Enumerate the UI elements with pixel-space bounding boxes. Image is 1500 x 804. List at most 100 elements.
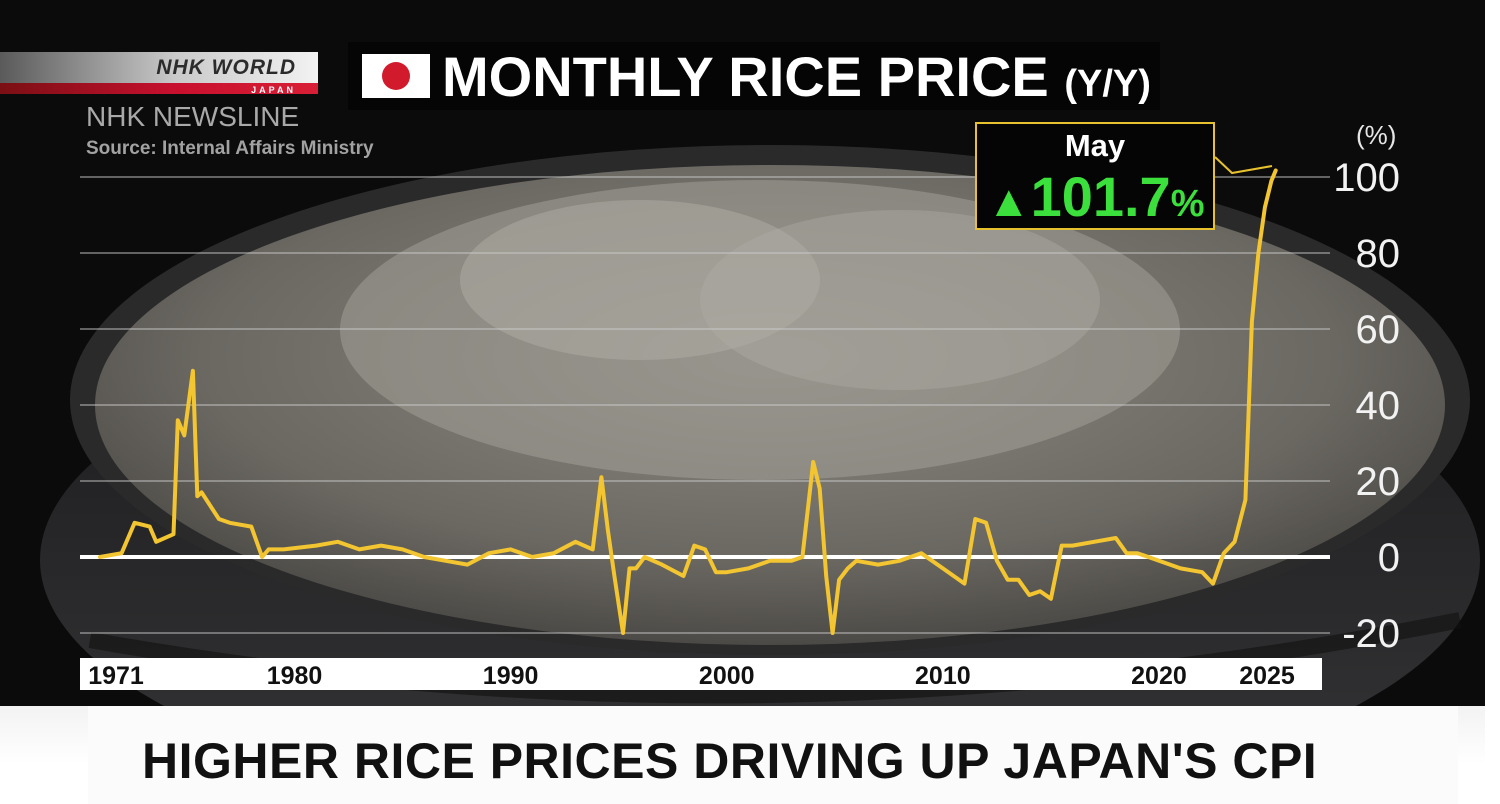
data-point <box>260 555 264 559</box>
data-point <box>509 547 513 551</box>
data-point <box>800 555 804 559</box>
y-axis-ticks: 100 80 60 40 20 0 -20 <box>1333 156 1400 656</box>
data-point <box>790 559 794 563</box>
y-tick-label: -20 <box>1342 612 1400 656</box>
data-point <box>692 544 696 548</box>
data-point <box>148 525 152 529</box>
data-point <box>898 559 902 563</box>
data-point <box>200 490 204 494</box>
data-point <box>811 460 815 464</box>
data-point <box>1157 559 1161 563</box>
chart-title-suffix: (Y/Y) <box>1064 63 1151 105</box>
data-point <box>714 570 718 574</box>
chart-canvas: 100 80 60 40 20 0 -20 1971 1980 1990 2000 2010 2020… <box>40 145 1480 706</box>
data-point <box>1125 551 1129 555</box>
chart-gridlines <box>80 176 1330 634</box>
data-point <box>228 521 232 525</box>
data-point <box>314 544 318 548</box>
y-tick-label: 80 <box>1356 232 1401 276</box>
data-point <box>606 528 610 532</box>
x-tick-label: 1971 <box>88 662 144 690</box>
data-point <box>831 631 835 635</box>
program-name: NHK NEWSLINE <box>86 101 300 132</box>
data-point <box>133 521 137 525</box>
y-tick-label: 100 <box>1333 156 1400 200</box>
data-point <box>1071 544 1075 548</box>
data-point <box>1263 205 1267 209</box>
data-point <box>1114 536 1118 540</box>
data-point <box>1222 551 1226 555</box>
data-point <box>1135 551 1139 555</box>
data-point <box>599 475 603 479</box>
data-point <box>282 547 286 551</box>
data-point <box>941 566 945 570</box>
data-point <box>552 551 556 555</box>
data-point <box>682 574 686 578</box>
headline-banner: HIGHER RICE PRICES DRIVING UP JAPAN'S CP… <box>0 706 1485 804</box>
data-point <box>1200 570 1204 574</box>
data-point <box>768 559 772 563</box>
data-point <box>191 369 195 373</box>
data-point <box>1027 593 1031 597</box>
data-point <box>530 555 534 559</box>
data-point <box>1092 540 1096 544</box>
data-point <box>195 494 199 498</box>
japan-flag-icon <box>362 54 430 98</box>
data-point <box>703 547 707 551</box>
rice-bowl-background <box>40 145 1480 706</box>
data-point <box>401 547 405 551</box>
data-point <box>573 540 577 544</box>
data-point <box>1049 597 1053 601</box>
data-point <box>824 574 828 578</box>
source-note: Source: Internal Affairs Ministry <box>86 138 374 159</box>
data-point <box>487 551 491 555</box>
data-point <box>1250 319 1254 323</box>
data-point <box>1006 578 1010 582</box>
data-point <box>854 559 858 563</box>
data-point <box>444 559 448 563</box>
x-axis-ticks: 1971 1980 1990 2000 2010 2020 2025 <box>88 662 1295 690</box>
rice-price-points <box>98 169 1278 635</box>
data-point <box>627 566 631 570</box>
rice-price-line <box>98 168 1278 635</box>
chart-title-bar: MONTHLY RICE PRICE (Y/Y) <box>348 42 1160 110</box>
data-point <box>634 566 638 570</box>
x-tick-label: 2020 <box>1131 662 1187 690</box>
data-point <box>1211 582 1215 586</box>
data-point <box>973 517 977 521</box>
x-tick-label: 2025 <box>1239 662 1295 690</box>
nhk-world-logo: NHK WORLD JAPAN <box>0 52 318 95</box>
x-axis-strip <box>80 658 1322 690</box>
headline-text: HIGHER RICE PRICES DRIVING UP JAPAN'S CP… <box>142 733 1318 789</box>
data-point <box>1243 498 1247 502</box>
x-tick-label: 1980 <box>267 662 323 690</box>
data-point <box>217 517 221 521</box>
data-point <box>1060 544 1064 548</box>
data-point <box>176 418 180 422</box>
y-tick-label: 40 <box>1356 384 1401 428</box>
data-point <box>612 574 616 578</box>
data-point <box>1256 251 1260 255</box>
up-arrow-icon: ▲ <box>987 177 1031 226</box>
broadcast-scene: 100 80 60 40 20 0 -20 1971 1980 1990 2000 2010 2020… <box>0 0 1485 706</box>
data-point <box>120 551 124 555</box>
data-point <box>621 631 625 635</box>
data-point <box>357 547 361 551</box>
data-point <box>1269 179 1273 183</box>
data-point <box>422 555 426 559</box>
data-point <box>465 563 469 567</box>
y-axis-unit: (%) <box>1356 120 1397 150</box>
x-tick-label: 2010 <box>915 662 971 690</box>
logo-sub: JAPAN <box>251 85 296 95</box>
data-point <box>1179 566 1183 570</box>
data-point <box>98 555 102 559</box>
data-point <box>154 540 158 544</box>
data-point <box>746 566 750 570</box>
callout-value: ▲101.7% <box>987 165 1205 228</box>
data-point <box>182 433 186 437</box>
chart-title: MONTHLY RICE PRICE (Y/Y) <box>442 45 1151 108</box>
y-tick-label: 20 <box>1356 460 1401 504</box>
data-point <box>171 532 175 536</box>
data-point <box>267 547 271 551</box>
data-point <box>379 544 383 548</box>
